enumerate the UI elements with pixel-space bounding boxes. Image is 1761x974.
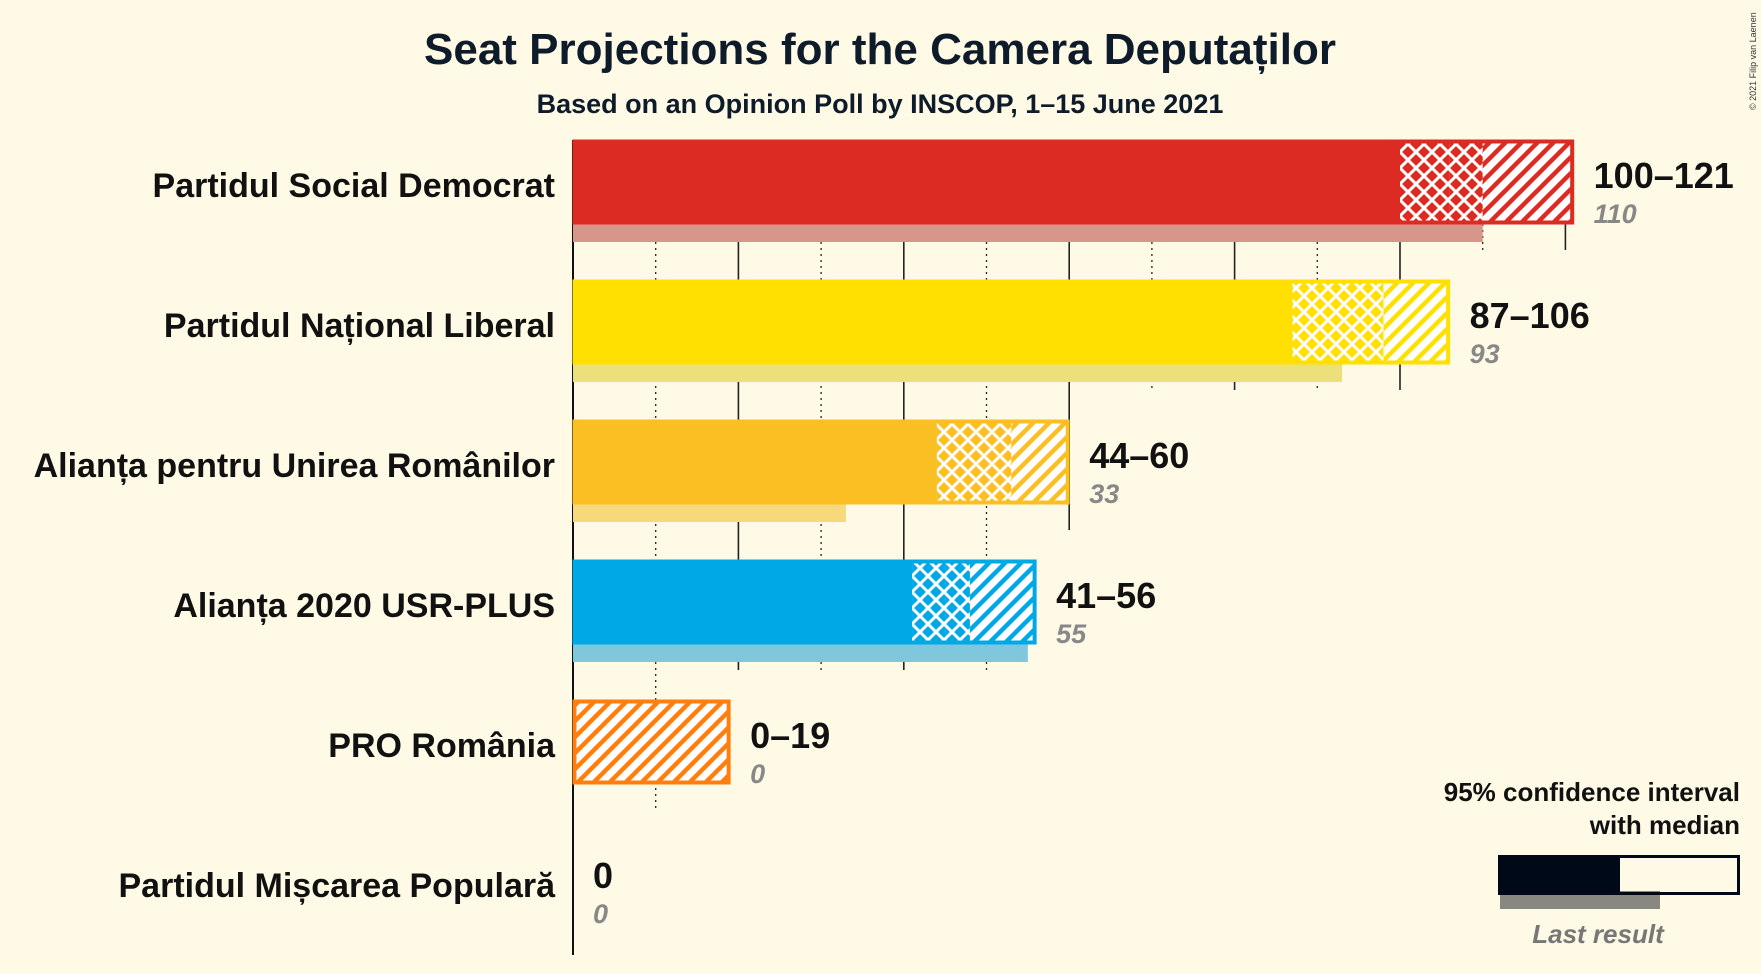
legend-diagonal-swatch	[1700, 855, 1740, 895]
bar-outline	[572, 139, 1575, 225]
bar-cross-hatch	[945, 560, 970, 644]
bar-solid	[573, 420, 937, 504]
last-result-bar	[573, 362, 1343, 382]
bar-diagonal-hatch	[1482, 140, 1574, 224]
last-result-label: 0	[593, 899, 608, 929]
bar-cross-hatch	[912, 560, 946, 644]
bar-cross-hatch	[1400, 140, 1450, 224]
legend: 95% confidence interval with median Last…	[1444, 777, 1740, 949]
bar-outline	[572, 559, 1037, 645]
last-result-label: 93	[1470, 339, 1500, 369]
bar-diagonal-hatch	[969, 560, 1037, 644]
party-label: Alianța pentru Unirea Românilor	[34, 447, 555, 485]
legend-outline	[1498, 855, 1740, 895]
bar-cross-hatch	[969, 420, 1012, 504]
bars	[572, 139, 1575, 785]
bar-cross-hatch	[1449, 140, 1483, 224]
bar-solid	[573, 280, 1293, 364]
bar-diagonal-hatch	[573, 700, 731, 784]
range-label: 41–56	[1056, 575, 1156, 616]
legend-ci-label: 95% confidence interval	[1444, 777, 1740, 807]
bar-diagonal-hatch	[1011, 420, 1070, 504]
bar-solid	[573, 560, 913, 644]
last-result-bar	[573, 502, 846, 522]
party-label: Partidul Social Democrat	[153, 167, 555, 205]
bar-cross-hatch	[936, 420, 970, 504]
legend-median-label: with median	[1589, 810, 1740, 840]
range-label: 0–19	[750, 715, 830, 756]
last-result-label: 33	[1089, 479, 1119, 509]
bar-diagonal-hatch	[1383, 280, 1450, 364]
chart-subtitle: Based on an Opinion Poll by INSCOP, 1–15…	[537, 89, 1224, 119]
bar-outline	[572, 699, 731, 785]
bar-cross-hatch	[1292, 280, 1351, 364]
last-result-bar	[573, 222, 1483, 242]
last-result-label: 0	[750, 759, 765, 789]
party-label: Alianța 2020 USR-PLUS	[173, 587, 555, 625]
legend-solid-swatch	[1498, 855, 1620, 895]
party-label: PRO România	[328, 727, 556, 765]
range-label: 0	[593, 855, 613, 896]
bar-outline	[572, 279, 1451, 365]
copyright-note: © 2021 Filip van Laenen	[1748, 12, 1758, 110]
range-label: 100–121	[1594, 155, 1734, 196]
range-label: 44–60	[1089, 435, 1189, 476]
bar-solid	[573, 140, 1400, 224]
last-result-label: 110	[1594, 199, 1637, 229]
last-result-bar	[573, 642, 1028, 662]
party-label: Partidul Național Liberal	[164, 307, 555, 345]
last-result-label: 55	[1056, 619, 1087, 649]
legend-last-result-label: Last result	[1532, 919, 1665, 949]
grid-lines	[572, 140, 1567, 955]
legend-cross-swatch	[1620, 855, 1700, 895]
bar-cross-hatch	[1350, 280, 1384, 364]
bar-outline	[572, 419, 1070, 505]
party-label: Partidul Mișcarea Populară	[119, 867, 557, 905]
legend-last-result-swatch	[1500, 891, 1660, 909]
chart-title: Seat Projections for the Camera Deputați…	[424, 25, 1336, 74]
range-label: 87–106	[1470, 295, 1590, 336]
